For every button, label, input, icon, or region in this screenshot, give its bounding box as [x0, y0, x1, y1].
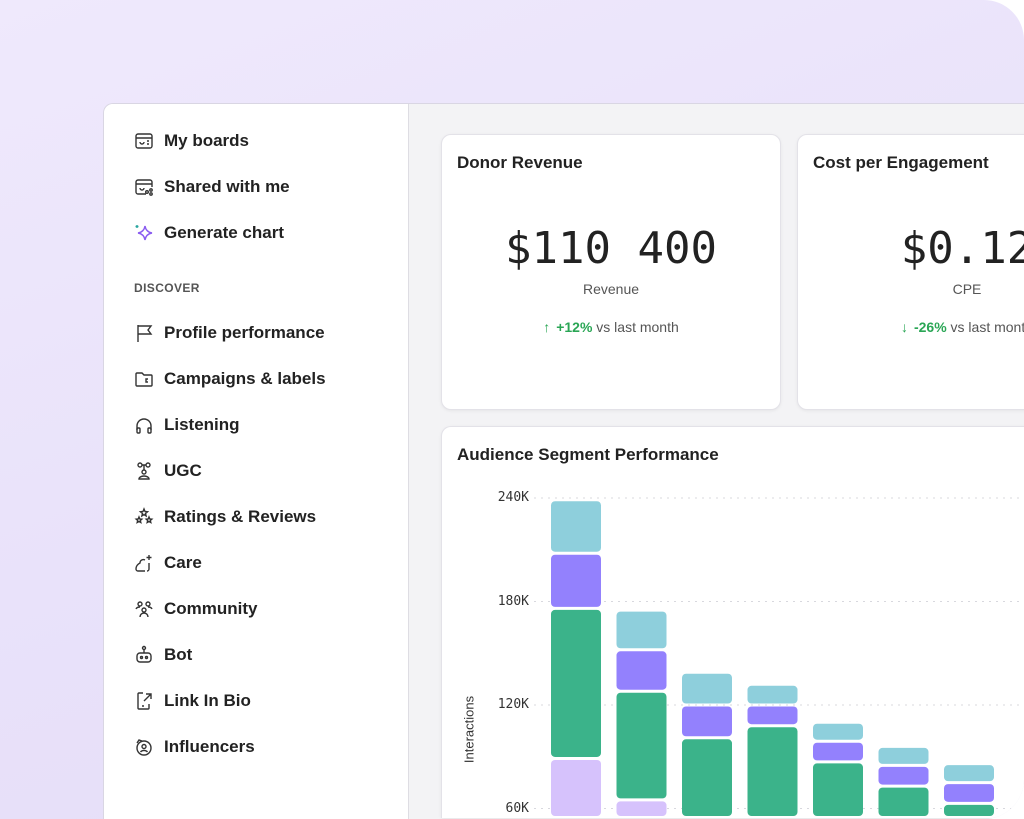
bar-segment[interactable]: [813, 723, 863, 740]
bar-segment[interactable]: [616, 801, 667, 816]
cost-per-engagement-card: Cost per Engagement $0.12 CPE ↓ -26% vs l…: [797, 134, 1024, 410]
change-value: +12%: [556, 319, 593, 335]
bar-segment[interactable]: [551, 501, 601, 552]
sidebar-item-campaigns-labels[interactable]: Campaigns & labels: [134, 369, 326, 389]
board-icon: [135, 133, 153, 149]
bar-segment[interactable]: [551, 759, 601, 816]
card-title: Donor Revenue: [457, 153, 583, 172]
care-icon: [135, 555, 152, 572]
sidebar-item-link-in-bio[interactable]: Link In Bio: [134, 691, 251, 711]
sidebar-item-generate-chart[interactable]: Generate chart: [134, 223, 284, 243]
y-tick-label: 240K: [497, 490, 529, 505]
change-suffix: vs last month: [596, 319, 679, 335]
label: Generate chart: [164, 223, 284, 242]
bar-segment[interactable]: [682, 739, 732, 816]
label: Shared with me: [164, 177, 290, 196]
metric-label: CPE: [952, 281, 982, 297]
sidebar-item-community[interactable]: Community: [134, 599, 258, 619]
label: Campaigns & labels: [164, 369, 326, 388]
change-suffix: vs last month: [950, 319, 1024, 335]
y-tick-label: 180K: [497, 593, 529, 609]
folder-icon: [135, 372, 153, 387]
sidebar-item-ratings-reviews[interactable]: Ratings & Reviews: [134, 507, 316, 527]
bar-segment[interactable]: [616, 692, 667, 799]
metric-change: ↓ -26% vs last month: [798, 319, 1024, 335]
flag-icon: [137, 325, 153, 342]
ugc-icon: [137, 462, 151, 480]
bar-segment[interactable]: [682, 673, 732, 704]
bar-segment[interactable]: [616, 651, 667, 690]
sidebar-item-influencers[interactable]: Influencers: [134, 737, 255, 757]
bot-icon: [136, 645, 152, 663]
label: Link In Bio: [164, 691, 251, 710]
arrow-up-icon: ↑: [543, 319, 551, 335]
metric-change: ↑ +12% vs last month: [442, 319, 780, 335]
bar-segment[interactable]: [878, 766, 929, 785]
donor-revenue-card: Donor Revenue $110 400 Revenue ↑ +12% vs …: [441, 134, 781, 410]
sidebar-item-bot[interactable]: Bot: [134, 645, 192, 665]
label: My boards: [164, 131, 250, 150]
bar-segment[interactable]: [747, 685, 798, 704]
arrow-down-icon: ↓: [900, 319, 908, 335]
card-title: Cost per Engagement: [813, 153, 989, 172]
label: UGC: [164, 461, 202, 480]
sidebar: My boards Shared with me Generate chart …: [104, 104, 409, 819]
bar-segment[interactable]: [813, 763, 863, 816]
metric-label: Revenue: [582, 281, 640, 297]
sidebar-item-shared-with-me[interactable]: Shared with me: [134, 177, 290, 197]
y-tick-label: 60K: [505, 800, 529, 816]
headphones-icon: [136, 418, 152, 434]
bar-segment[interactable]: [944, 765, 994, 782]
bar-segment[interactable]: [747, 727, 798, 816]
sidebar-item-profile-performance[interactable]: Profile performance: [134, 323, 325, 343]
audience-segment-chart-card: Audience Segment Performance Interaction…: [441, 426, 1024, 818]
label: Community: [164, 599, 258, 618]
bar-segment[interactable]: [878, 787, 929, 816]
sidebar-item-ugc[interactable]: UGC: [134, 461, 202, 481]
link-in-bio-icon: [137, 692, 152, 710]
label: Ratings & Reviews: [164, 507, 317, 526]
label: Care: [164, 553, 202, 572]
bar-segment[interactable]: [682, 706, 732, 737]
label: Influencers: [164, 737, 255, 756]
bar-segment[interactable]: [878, 747, 929, 764]
community-icon: [135, 601, 153, 618]
bar-segment[interactable]: [813, 742, 863, 761]
influencers-icon: [136, 739, 152, 756]
stars-icon: [134, 507, 154, 524]
sidebar-item-my-boards[interactable]: My boards: [134, 131, 249, 151]
metric-value: $110 400: [505, 223, 717, 274]
metric-value: $0.12: [900, 223, 1024, 274]
bar-segment[interactable]: [944, 804, 994, 816]
change-value: -26%: [913, 319, 947, 335]
y-tick-label: 120K: [497, 697, 529, 712]
sidebar-item-listening[interactable]: Listening: [134, 415, 240, 435]
label: Bot: [164, 645, 193, 664]
chart-plot: [534, 497, 1024, 816]
label: Profile performance: [164, 323, 325, 342]
bar-segment[interactable]: [551, 609, 601, 757]
bar-segment[interactable]: [616, 611, 667, 649]
bar-segment[interactable]: [551, 554, 601, 607]
bar-segment[interactable]: [944, 784, 994, 802]
shared-board-icon: [135, 179, 153, 196]
bar-segment[interactable]: [747, 706, 798, 725]
section-label-discover: DISCOVER: [134, 281, 200, 295]
sidebar-item-care[interactable]: Care: [134, 553, 202, 573]
label: Listening: [164, 415, 240, 434]
app-window: My boards Shared with me Generate chart …: [103, 103, 1024, 819]
chart-title: Audience Segment Performance: [457, 445, 719, 464]
sparkle-icon: [135, 225, 153, 241]
